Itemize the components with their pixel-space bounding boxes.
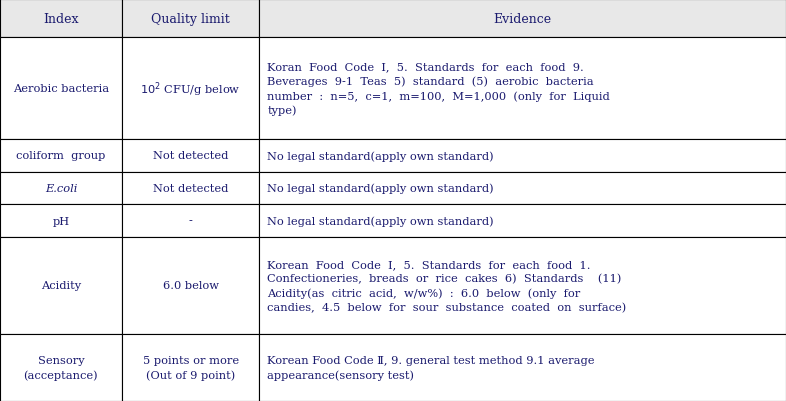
- Text: Not detected: Not detected: [153, 151, 228, 161]
- Text: Aerobic bacteria: Aerobic bacteria: [13, 84, 109, 94]
- Bar: [122, 237, 259, 334]
- Bar: [259, 140, 786, 172]
- Bar: [259, 0, 786, 38]
- Bar: [122, 0, 259, 38]
- Bar: [259, 38, 786, 140]
- Bar: [0, 237, 122, 334]
- Bar: [259, 237, 786, 334]
- Text: Index: Index: [43, 13, 79, 26]
- Bar: [0, 38, 122, 140]
- Bar: [259, 172, 786, 205]
- Text: pH: pH: [53, 216, 69, 226]
- Bar: [0, 0, 122, 38]
- Text: Korean  Food  Code  I,  5.  Standards  for  each  food  1.
Confectioneries,  bre: Korean Food Code I, 5. Standards for eac…: [267, 259, 626, 312]
- Text: No legal standard(apply own standard): No legal standard(apply own standard): [267, 151, 494, 161]
- Bar: [122, 38, 259, 140]
- Text: No legal standard(apply own standard): No legal standard(apply own standard): [267, 183, 494, 194]
- Text: Evidence: Evidence: [494, 13, 552, 26]
- Text: Korean Food Code Ⅱ, 9. general test method 9.1 average
appearance(sensory test): Korean Food Code Ⅱ, 9. general test meth…: [267, 355, 595, 380]
- Text: No legal standard(apply own standard): No legal standard(apply own standard): [267, 216, 494, 226]
- Text: 6.0 below: 6.0 below: [163, 281, 219, 291]
- Text: E.coli: E.coli: [45, 184, 77, 194]
- Bar: [122, 140, 259, 172]
- Bar: [122, 334, 259, 401]
- Text: coliform  group: coliform group: [17, 151, 105, 161]
- Bar: [0, 140, 122, 172]
- Text: -: -: [189, 216, 193, 226]
- Text: Koran  Food  Code  I,  5.  Standards  for  each  food  9.
Beverages  9-1  Teas  : Koran Food Code I, 5. Standards for each…: [267, 63, 610, 115]
- Text: Not detected: Not detected: [153, 184, 228, 194]
- Bar: [0, 334, 122, 401]
- Bar: [122, 205, 259, 237]
- Bar: [0, 205, 122, 237]
- Bar: [122, 172, 259, 205]
- Text: Acidity: Acidity: [41, 281, 81, 291]
- Text: Quality limit: Quality limit: [151, 13, 230, 26]
- Text: $10^{2}$ CFU/g below: $10^{2}$ CFU/g below: [141, 80, 241, 98]
- Bar: [0, 172, 122, 205]
- Text: 5 points or more
(Out of 9 point): 5 points or more (Out of 9 point): [142, 355, 239, 380]
- Bar: [259, 334, 786, 401]
- Text: Sensory
(acceptance): Sensory (acceptance): [24, 355, 98, 380]
- Bar: [259, 205, 786, 237]
